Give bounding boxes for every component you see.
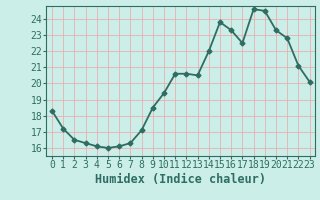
X-axis label: Humidex (Indice chaleur): Humidex (Indice chaleur) xyxy=(95,173,266,186)
